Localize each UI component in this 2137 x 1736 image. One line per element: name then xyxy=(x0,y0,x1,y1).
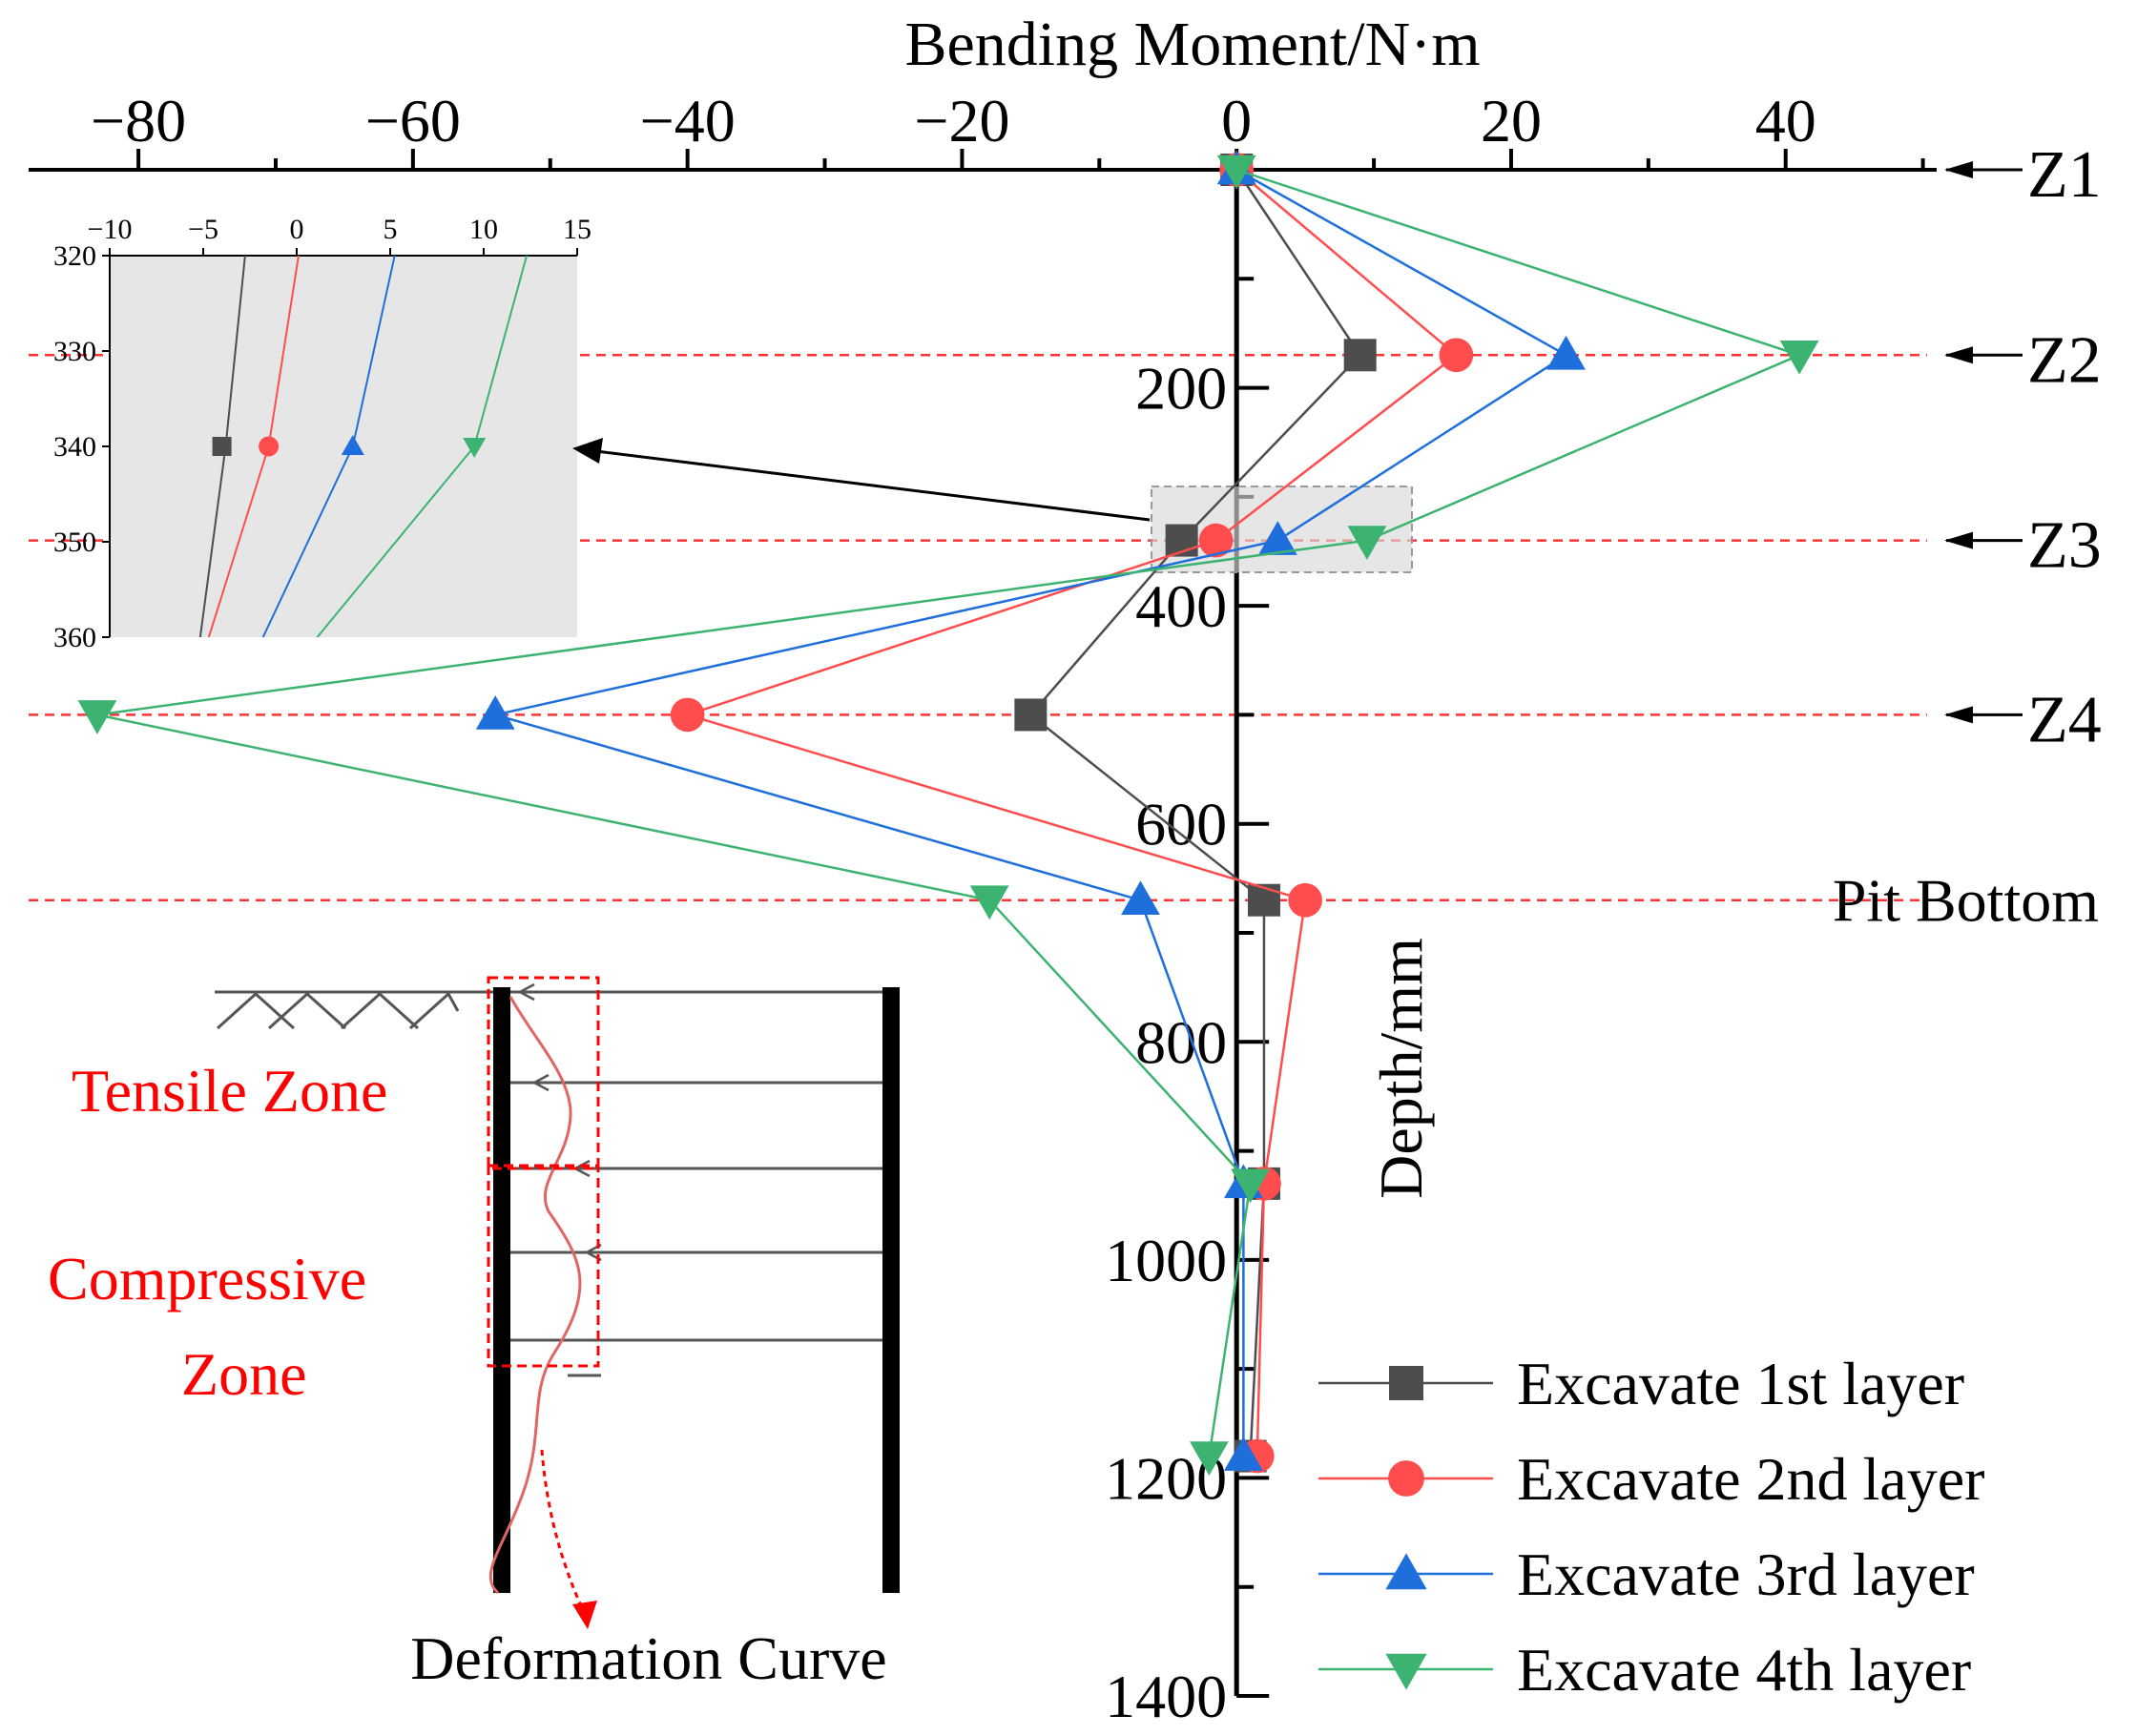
compressive-zone-box xyxy=(487,1164,600,1368)
data-point xyxy=(1216,155,1256,190)
legend-marker xyxy=(1385,1553,1427,1590)
inset-x-tick-label: 0 xyxy=(290,214,304,245)
tensile-zone-label: Tensile Zone xyxy=(72,1057,387,1125)
data-point xyxy=(1014,698,1048,732)
data-point xyxy=(1121,880,1160,916)
deformation-curve xyxy=(488,996,582,1595)
data-point xyxy=(1546,335,1586,370)
legend-marker xyxy=(1388,1460,1424,1497)
inset-data-point xyxy=(259,436,280,457)
data-point xyxy=(1347,526,1387,560)
inset-data-point xyxy=(212,437,232,456)
legend-marker xyxy=(1389,1366,1423,1400)
inset-pointer-arrow-line xyxy=(595,449,1151,522)
data-point xyxy=(1231,1168,1270,1204)
x-axis-title: Bending Moment/N·m xyxy=(904,10,1480,79)
series-group xyxy=(77,155,1819,1476)
x-tick-label: −20 xyxy=(914,87,1009,155)
y-tick-label: 1000 xyxy=(1105,1227,1227,1294)
level-label: Z3 xyxy=(2027,509,2102,583)
x-tick-label: −40 xyxy=(640,87,736,155)
inset-data-point xyxy=(463,438,487,458)
data-point xyxy=(1198,523,1234,558)
x-tick-label: −60 xyxy=(365,87,461,155)
level-label: Z4 xyxy=(2027,683,2102,756)
y-tick-label: 400 xyxy=(1135,572,1227,640)
inset-x-tick-label: 15 xyxy=(563,214,591,245)
data-point xyxy=(1288,882,1322,918)
inset-data-point xyxy=(341,435,364,455)
legend-label: Excavate 3rd layer xyxy=(1517,1540,1975,1608)
data-point xyxy=(1247,883,1280,917)
inset-x-tick-label: −5 xyxy=(188,214,218,245)
inset-y-tick-label: 320 xyxy=(53,240,96,272)
legend-label: Excavate 1st layer xyxy=(1517,1350,1964,1417)
inset-background xyxy=(110,256,577,637)
compressive-zone-label-1: Compressive xyxy=(48,1245,366,1312)
legend-marker xyxy=(1385,1653,1427,1690)
inset-x-tick-label: 10 xyxy=(469,214,498,245)
tensile-zone-box xyxy=(487,976,600,1170)
x-ticks: −80 −60 −40 −20 0 20 40 xyxy=(91,87,1925,170)
data-series xyxy=(77,150,1819,1476)
data-point xyxy=(475,695,515,730)
y-axis-title: Depth/mm xyxy=(1367,938,1435,1199)
inset-y-tick-label: 340 xyxy=(53,431,96,463)
inset-pointer-arrowhead xyxy=(572,438,603,464)
level-arrowhead xyxy=(1944,706,1973,724)
inset-y-tick-label: 330 xyxy=(53,336,96,367)
data-point xyxy=(1257,521,1297,555)
series-group xyxy=(475,150,1586,1471)
data-point xyxy=(77,700,117,734)
data-point xyxy=(969,885,1009,920)
inset-y-tick-label: 360 xyxy=(53,622,96,653)
level-label: Z2 xyxy=(2027,323,2102,397)
data-point xyxy=(670,697,705,733)
level-label: Z1 xyxy=(2027,138,2102,212)
legend-label: Excavate 2nd layer xyxy=(1517,1445,1984,1513)
data-point xyxy=(1779,340,1819,375)
legend: Excavate 1st layer Excavate 2nd layer Exca… xyxy=(1318,1350,1984,1704)
y-tick-label: 600 xyxy=(1135,791,1227,858)
legend-label: Excavate 4th layer xyxy=(1517,1636,1971,1704)
inset-zoom-plot: −10 −5 0 5 10 15 320 330 340 350 360 xyxy=(53,214,591,653)
data-point xyxy=(1439,338,1474,373)
y-tick-label: 200 xyxy=(1135,355,1227,423)
inset-series xyxy=(198,256,529,637)
level-arrowhead xyxy=(1944,346,1973,364)
y-tick-label: 800 xyxy=(1135,1008,1227,1076)
deformation-diagram: Tensile Zone Compressive Zone Deformatio… xyxy=(48,976,900,1692)
x-tick-label: −80 xyxy=(91,87,186,155)
inset-y-tick-label: 350 xyxy=(53,527,96,558)
y-tick-label: 1400 xyxy=(1105,1663,1227,1730)
left-retaining-wall xyxy=(493,987,510,1593)
level-arrowhead xyxy=(1944,531,1973,549)
data-point xyxy=(1190,1441,1229,1476)
level-arrowhead xyxy=(1944,161,1973,178)
x-tick-label: 0 xyxy=(1221,87,1252,155)
pit-bottom-label: Pit Bottom xyxy=(1833,867,2099,935)
x-tick-label: 40 xyxy=(1755,87,1816,155)
deformation-curve-label: Deformation Curve xyxy=(410,1624,886,1692)
series-line xyxy=(683,169,1459,1457)
data-point xyxy=(1343,339,1377,372)
series-line xyxy=(494,168,1568,1457)
x-tick-label: 20 xyxy=(1481,87,1542,155)
right-retaining-wall xyxy=(882,987,900,1593)
inset-x-tick-label: 5 xyxy=(384,214,398,245)
data-point xyxy=(1223,1436,1263,1471)
compressive-zone-label-2: Zone xyxy=(181,1340,307,1408)
inset-x-tick-label: −10 xyxy=(88,214,133,245)
